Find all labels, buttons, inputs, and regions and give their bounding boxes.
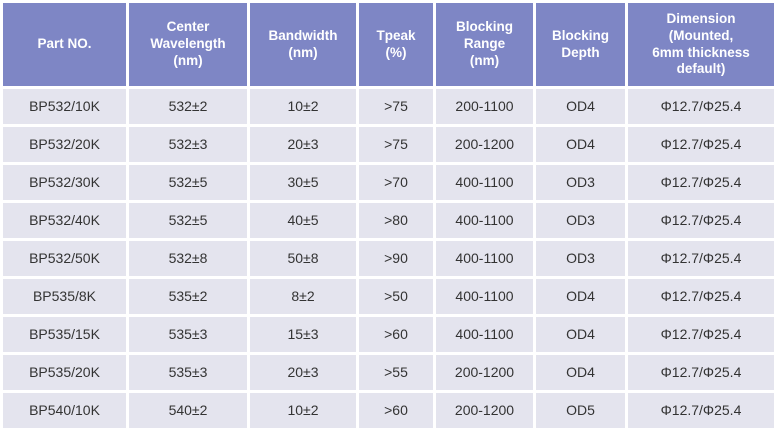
- header-part-no: Part NO.: [3, 3, 126, 86]
- table-cell: 400-1100: [436, 165, 533, 200]
- table-cell: OD5: [536, 393, 625, 428]
- table-cell: 8±2: [250, 279, 356, 314]
- table-cell: >75: [359, 89, 433, 124]
- table-cell: BP540/10K: [3, 393, 126, 428]
- table-cell: OD4: [536, 279, 625, 314]
- table-cell: Φ12.7/Φ25.4: [628, 203, 774, 238]
- table-cell: 400-1100: [436, 279, 533, 314]
- table-row: BP532/40K 532±5 40±5 >80 400-1100 OD3 Φ12.7/Φ2…: [3, 203, 774, 238]
- table-cell: 400-1100: [436, 241, 533, 276]
- table-row: BP532/50K 532±8 50±8 >90 400-1100 OD3 Φ12.7/Φ2…: [3, 241, 774, 276]
- table-cell: 532±5: [129, 165, 247, 200]
- table-cell: BP535/20K: [3, 355, 126, 390]
- header-blocking-range: Blocking Range (nm): [436, 3, 533, 86]
- table-cell: Φ12.7/Φ25.4: [628, 89, 774, 124]
- table-cell: >60: [359, 317, 433, 352]
- header-bandwidth: Bandwidth (nm): [250, 3, 356, 86]
- table-row: BP532/20K 532±3 20±3 >75 200-1200 OD4 Φ12.7/Φ2…: [3, 127, 774, 162]
- table-cell: OD4: [536, 355, 625, 390]
- table-cell: >55: [359, 355, 433, 390]
- table-cell: BP535/8K: [3, 279, 126, 314]
- table-cell: OD3: [536, 165, 625, 200]
- table-cell: Φ12.7/Φ25.4: [628, 393, 774, 428]
- table-cell: 50±8: [250, 241, 356, 276]
- table-cell: 532±5: [129, 203, 247, 238]
- header-dimension: Dimension (Mounted, 6mm thickness defaul…: [628, 3, 774, 86]
- table-body: BP532/10K 532±2 10±2 >75 200-1100 OD4 Φ12.7/Φ2…: [3, 89, 774, 428]
- table-cell: 10±2: [250, 393, 356, 428]
- table-cell: 30±5: [250, 165, 356, 200]
- table-cell: 200-1200: [436, 355, 533, 390]
- table-cell: BP532/20K: [3, 127, 126, 162]
- table-cell: Φ12.7/Φ25.4: [628, 165, 774, 200]
- table-header: Part NO. Center Wavelength (nm) Bandwidt…: [3, 3, 774, 86]
- table-cell: 535±2: [129, 279, 247, 314]
- table-cell: BP532/30K: [3, 165, 126, 200]
- table-cell: BP532/40K: [3, 203, 126, 238]
- table-cell: Φ12.7/Φ25.4: [628, 355, 774, 390]
- table-cell: OD4: [536, 89, 625, 124]
- table-cell: 400-1100: [436, 203, 533, 238]
- header-center-wavelength: Center Wavelength (nm): [129, 3, 247, 86]
- table-cell: BP532/10K: [3, 89, 126, 124]
- table-cell: >75: [359, 127, 433, 162]
- table-cell: Φ12.7/Φ25.4: [628, 279, 774, 314]
- table-row: BP532/10K 532±2 10±2 >75 200-1100 OD4 Φ12.7/Φ2…: [3, 89, 774, 124]
- table-row: BP535/20K 535±3 20±3 >55 200-1200 OD4 Φ12.7/Φ2…: [3, 355, 774, 390]
- table-cell: OD3: [536, 241, 625, 276]
- table-cell: 532±8: [129, 241, 247, 276]
- header-tpeak: Tpeak (%): [359, 3, 433, 86]
- table-cell: 10±2: [250, 89, 356, 124]
- table-cell: BP532/50K: [3, 241, 126, 276]
- table-cell: OD4: [536, 127, 625, 162]
- table-cell: BP535/15K: [3, 317, 126, 352]
- table-cell: OD3: [536, 203, 625, 238]
- table-cell: 40±5: [250, 203, 356, 238]
- table-cell: 540±2: [129, 393, 247, 428]
- table-cell: Φ12.7/Φ25.4: [628, 317, 774, 352]
- table-cell: 15±3: [250, 317, 356, 352]
- table-cell: >70: [359, 165, 433, 200]
- header-row: Part NO. Center Wavelength (nm) Bandwidt…: [3, 3, 774, 86]
- table-cell: 532±2: [129, 89, 247, 124]
- table-cell: 20±3: [250, 127, 356, 162]
- table-cell: 200-1200: [436, 393, 533, 428]
- table-cell: Φ12.7/Φ25.4: [628, 127, 774, 162]
- table-cell: Φ12.7/Φ25.4: [628, 241, 774, 276]
- table-cell: 535±3: [129, 317, 247, 352]
- header-blocking-depth: Blocking Depth: [536, 3, 625, 86]
- table-cell: 20±3: [250, 355, 356, 390]
- table-cell: 532±3: [129, 127, 247, 162]
- table-cell: >60: [359, 393, 433, 428]
- table-cell: 200-1100: [436, 89, 533, 124]
- table-row: BP535/15K 535±3 15±3 >60 400-1100 OD4 Φ12.7/Φ2…: [3, 317, 774, 352]
- table-cell: >50: [359, 279, 433, 314]
- table-cell: 400-1100: [436, 317, 533, 352]
- table-cell: 200-1200: [436, 127, 533, 162]
- table-cell: >90: [359, 241, 433, 276]
- table-row: BP532/30K 532±5 30±5 >70 400-1100 OD3 Φ12.7/Φ2…: [3, 165, 774, 200]
- table-cell: 535±3: [129, 355, 247, 390]
- table-cell: >80: [359, 203, 433, 238]
- table-row: BP535/8K 535±2 8±2 >50 400-1100 OD4 Φ12.7/Φ25.…: [3, 279, 774, 314]
- table-row: BP540/10K 540±2 10±2 >60 200-1200 OD5 Φ12.7/Φ2…: [3, 393, 774, 428]
- table-cell: OD4: [536, 317, 625, 352]
